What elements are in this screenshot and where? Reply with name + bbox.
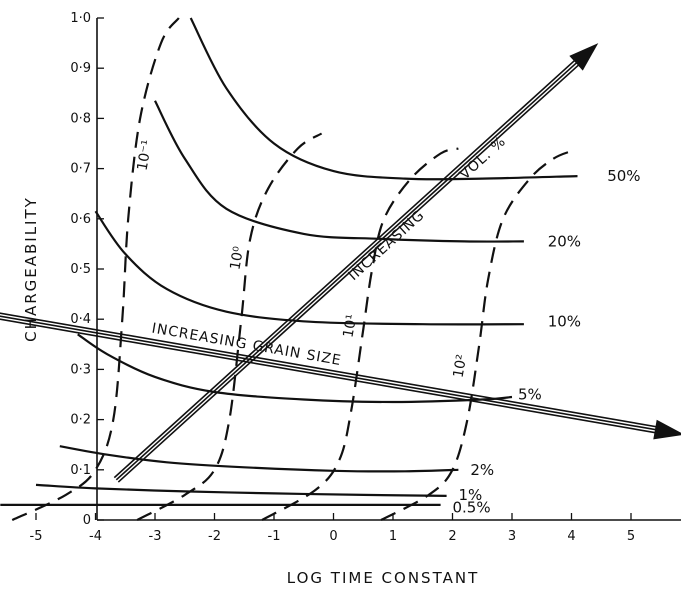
dashed-curves xyxy=(11,17,572,521)
dashed-curve-0 xyxy=(11,17,180,521)
y-tick-label-8: 0·8 xyxy=(70,111,91,126)
arrow-1-shaft-1 xyxy=(115,54,586,481)
y-tick-label-5: 0·5 xyxy=(70,262,91,277)
x-tick-label-0: -5 xyxy=(30,529,43,544)
y-tick-label-6: 0·6 xyxy=(70,212,91,227)
dashed-curve-label-3: 10² xyxy=(451,353,471,379)
x-tick-label-3: -2 xyxy=(208,529,221,544)
solid-curve-10 xyxy=(94,210,524,326)
dashed-curve-label-0: 10⁻¹ xyxy=(135,139,156,172)
solid-curve-label-4: 2% xyxy=(470,461,494,479)
axes xyxy=(96,18,681,521)
x-tick-label-1: -4 xyxy=(89,529,102,544)
solid-curve-1 xyxy=(35,483,447,497)
x-axis-title: LOG TIME CONSTANT xyxy=(287,569,479,587)
dashed-curve-1 xyxy=(136,132,323,521)
x-tick-label-10: 5 xyxy=(627,529,635,544)
solid-curve-label-0: 50% xyxy=(607,167,640,185)
arrow-0-shaft-0 xyxy=(0,312,668,430)
arrow-0-shaft-2 xyxy=(0,318,667,436)
arrow-label-vol-percent: VOL. % xyxy=(457,133,510,183)
x-tick-label-8: 3 xyxy=(508,529,516,544)
y-tick-label-3: 0·3 xyxy=(70,362,91,377)
arrow-label-increasing-vol: INCREASING xyxy=(346,207,429,284)
arrow-1-shaft-0 xyxy=(113,52,584,479)
x-tick-label-2: -3 xyxy=(149,529,162,544)
dashed-curve-label-1: 10⁰ xyxy=(227,245,247,271)
x-tick-label-6: 1 xyxy=(389,529,397,544)
y-tick-label-10: 1·0 xyxy=(70,11,91,26)
solid-curve-label-5: 1% xyxy=(458,486,482,504)
x-tick-label-9: 4 xyxy=(567,529,575,544)
x-tick-label-4: -1 xyxy=(268,529,281,544)
solid-curves xyxy=(0,17,578,507)
y-axis-title: CHARGEABILITY xyxy=(22,196,40,342)
arrows xyxy=(0,43,681,483)
dashed-curve-label-2: 10¹ xyxy=(340,313,360,339)
y-tick-label-2: 0·2 xyxy=(70,413,91,428)
y-tick-label-1: 0·1 xyxy=(70,463,91,478)
dashed-curve-3 xyxy=(380,149,572,521)
y-tick-label-7: 0·7 xyxy=(70,162,91,177)
arrow-1-head xyxy=(569,43,599,71)
solid-curve-2 xyxy=(59,445,459,473)
arrow-0-head xyxy=(653,419,681,440)
y-tick-label-0: 0 xyxy=(83,513,91,528)
x-tick-label-7: 2 xyxy=(448,529,456,544)
solid-curve-label-1: 20% xyxy=(548,232,581,250)
arrow-1-shaft-2 xyxy=(117,56,588,483)
x-tick-label-5: 0 xyxy=(329,529,337,544)
dashed-curve-2 xyxy=(261,147,459,521)
solid-curve-label-2: 10% xyxy=(548,313,581,331)
solid-curve-20 xyxy=(154,100,524,243)
solid-curve-50 xyxy=(189,17,578,181)
solid-curve-label-3: 5% xyxy=(518,386,542,404)
y-tick-label-9: 0·9 xyxy=(70,61,91,76)
ticks: -5 -4 -3 -2 -1 0 1 2 3 4 5 0 0·1 0·2 0·3 0·4 0·5 0·6 0·7 0·… xyxy=(30,11,636,544)
arrow-0-shaft-1 xyxy=(0,315,667,433)
solid-curve-label-6: 0.5% xyxy=(453,498,491,516)
y-tick-label-4: 0·4 xyxy=(70,312,91,327)
